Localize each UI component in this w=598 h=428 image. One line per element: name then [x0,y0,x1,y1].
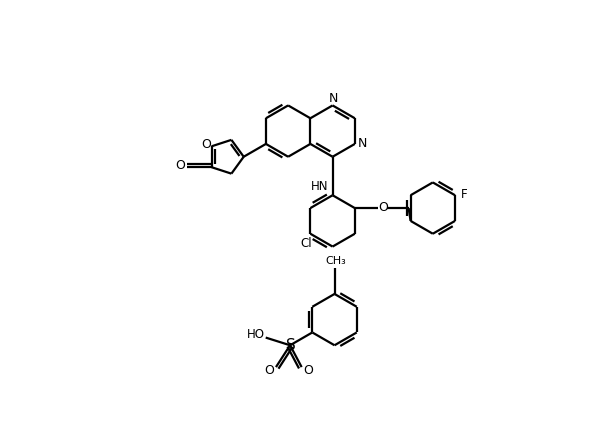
Text: F: F [460,188,467,201]
Text: O: O [304,363,313,377]
Text: Cl: Cl [301,237,312,250]
Text: N: N [358,137,367,150]
Text: N: N [329,92,338,105]
Text: O: O [264,363,274,377]
Text: CH₃: CH₃ [325,256,346,266]
Text: O: O [378,201,388,214]
Text: S: S [286,338,296,353]
Text: HN: HN [311,180,328,193]
Text: HO: HO [247,328,265,341]
Text: O: O [175,159,185,172]
Text: O: O [202,138,212,151]
